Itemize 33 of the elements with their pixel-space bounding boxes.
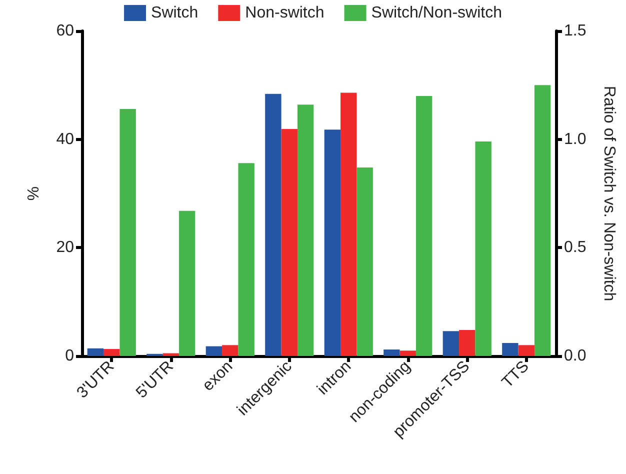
bar xyxy=(104,348,120,356)
y2-tick-label: 0.5 xyxy=(564,239,586,256)
bar xyxy=(384,350,400,356)
bar xyxy=(416,96,432,356)
y-tick-label: 20 xyxy=(56,239,74,256)
bar xyxy=(120,109,136,356)
y-tick-label: 60 xyxy=(56,22,74,40)
bar xyxy=(324,130,341,356)
bar xyxy=(475,142,492,356)
x-tick-label: TTS xyxy=(499,358,532,392)
bar xyxy=(162,353,179,356)
bar xyxy=(442,331,460,356)
bar xyxy=(206,346,222,356)
bar xyxy=(502,343,518,356)
y2-tick-label: 1.0 xyxy=(564,130,586,148)
bar xyxy=(518,345,534,356)
legend-label: Non-switch xyxy=(245,4,324,22)
legend-label: Switch/Non-switch xyxy=(371,4,502,22)
bar xyxy=(178,210,196,356)
bar xyxy=(534,85,551,356)
bar xyxy=(238,163,254,356)
y2-tick-label: 0.0 xyxy=(564,348,586,364)
legend-label: Switch xyxy=(151,4,198,22)
y-axis-title: % xyxy=(26,186,42,201)
bar xyxy=(459,330,476,356)
y2-axis-title: Ratio of Switch vs. Non-switch xyxy=(600,86,618,302)
y-tick-label: 40 xyxy=(56,130,74,148)
y-tick-label: 0 xyxy=(65,348,74,364)
y2-tick-label: 1.5 xyxy=(564,22,586,40)
bar xyxy=(400,350,416,356)
bar xyxy=(265,94,282,356)
bar xyxy=(87,348,104,356)
bar xyxy=(222,345,238,356)
